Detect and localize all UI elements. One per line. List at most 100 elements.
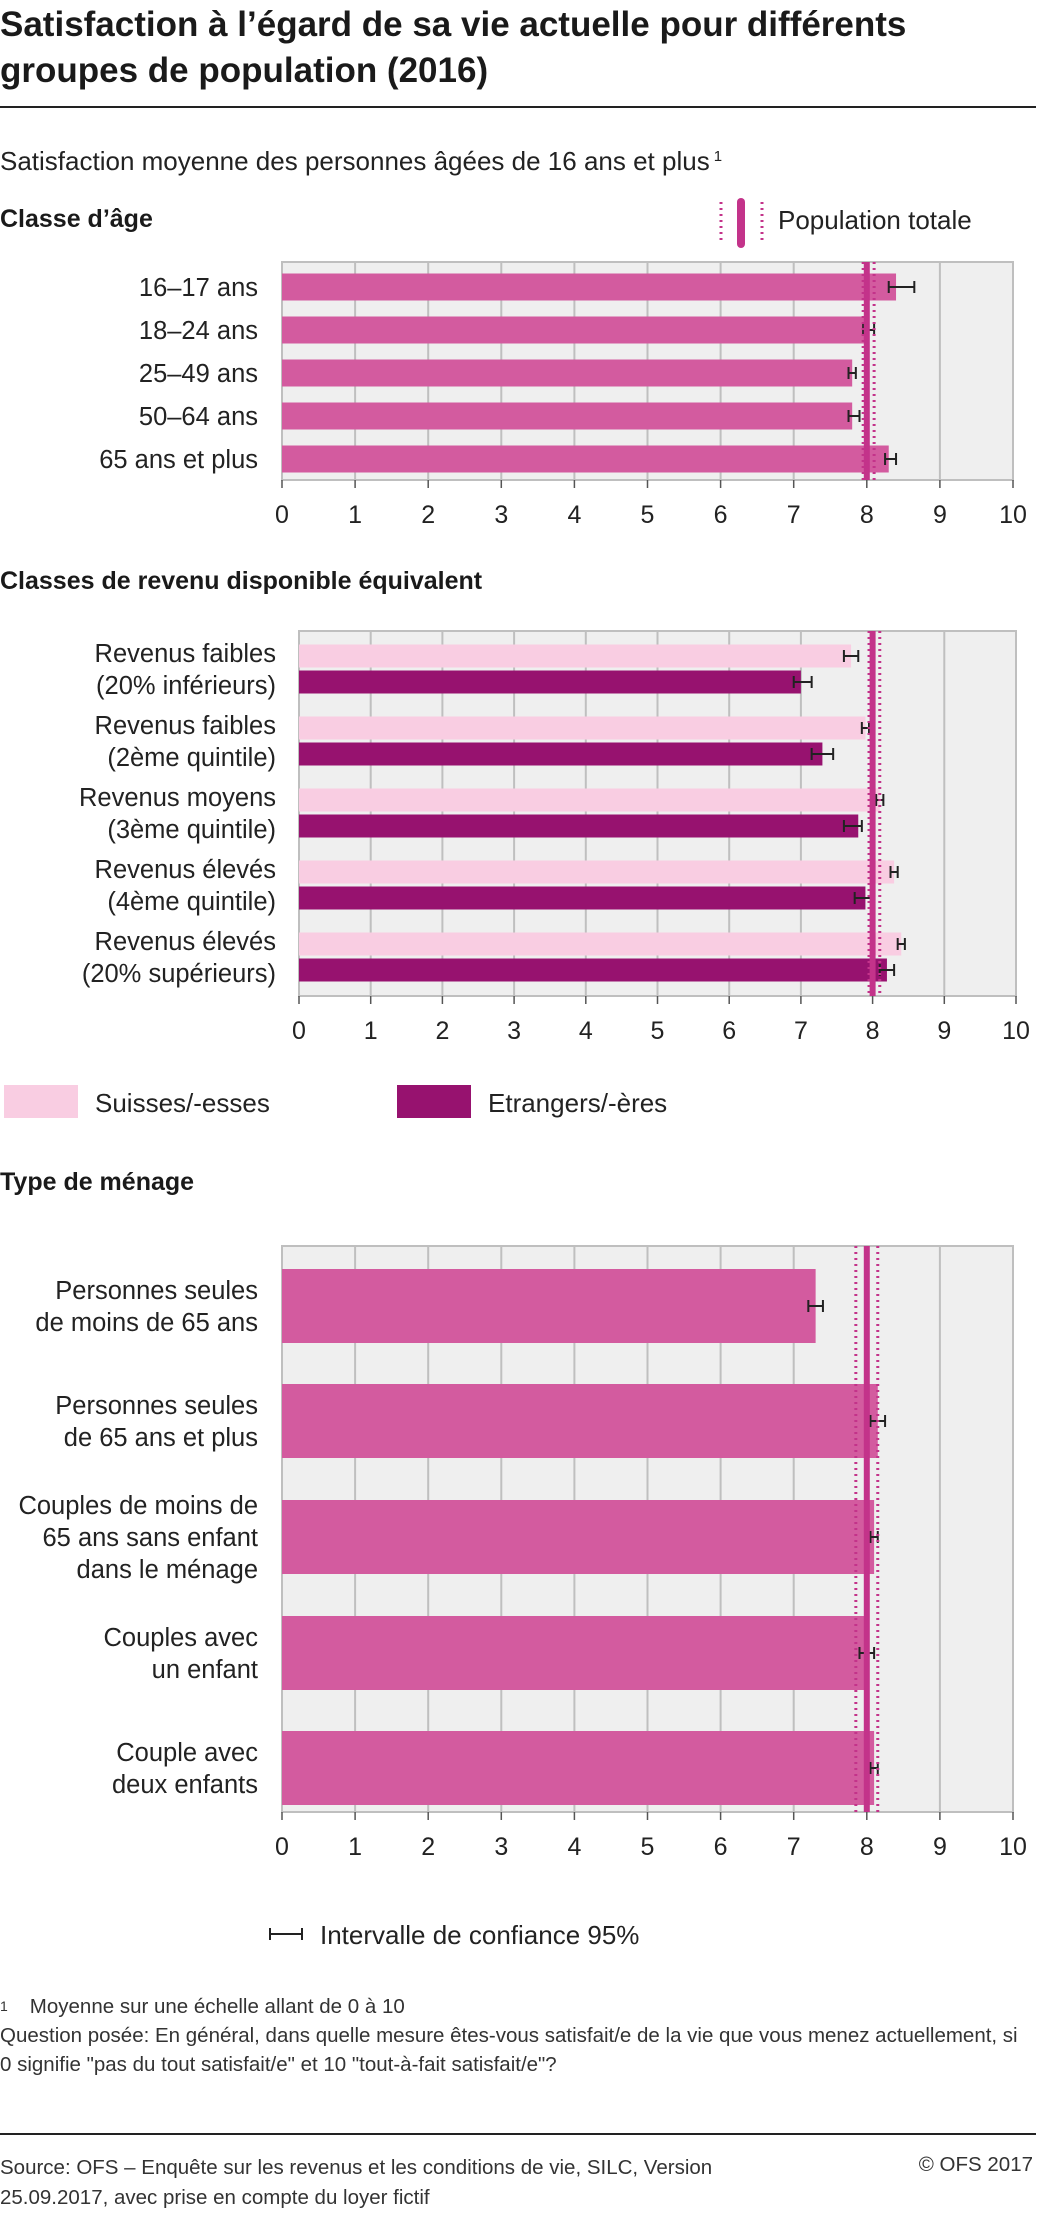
chart-3-category-label-line: de 65 ans et plus [64,1424,258,1452]
chart-1-bar [282,402,853,430]
chart-2-tick-label: 0 [292,1017,306,1045]
chart-3-category-label: Couples avec un enfant [103,1624,258,1684]
chart-3-bar [282,1269,816,1343]
chart-3-bar [282,1500,875,1574]
chart-2-tick-label: 1 [364,1017,378,1045]
chart-1-category-label-line: 18–24 ans [139,317,258,345]
source-note: Source: OFS – Enquête sur les revenus et… [0,2156,713,2209]
chart-3-bar [282,1384,878,1458]
chart-2-bar [299,716,866,740]
chart-2-bar [299,886,866,910]
chart-2-category-label-line: (20% supérieurs) [82,960,276,988]
chart-subtitle: Satisfaction moyenne des personnes âgées… [0,146,722,177]
chart-2-error-bar [896,938,906,950]
chart-3-category-label-line: Couples avec [103,1624,258,1652]
chart-2-bar [299,958,887,982]
legend-suisses-label: Suisses/-esses [95,1088,270,1118]
chart-1-tick-label: 6 [714,501,728,529]
chart-1-category-label-line: 65 ans et plus [99,446,258,474]
chart-2-tick-label: 4 [579,1017,593,1045]
chart-1-tick-label: 9 [933,501,947,529]
section-title-household: Type de ménage [0,1168,195,1196]
legend-population-totale-label: Population totale [778,205,972,235]
chart-3-tick-label: 2 [421,1833,435,1861]
chart-1-category-label: 50–64 ans [139,403,258,431]
chart-2-bar [299,788,880,812]
chart-3-tick-label: 4 [567,1833,581,1861]
section-title-age: Classe d’âge [0,205,153,233]
legend-etrangers-label: Etrangers/-ères [488,1088,668,1118]
chart-3-category-label-line: Personnes seules [55,1392,258,1420]
chart-2-bar [299,860,895,884]
footnotes: 1 Moyenne sur une échelle allant de 0 à 1… [0,1992,1030,2079]
chart-2-tick-label: 8 [866,1017,880,1045]
chart-2-category-label-line: Revenus faibles [95,712,276,740]
chart-2-category-label-line: Revenus élevés [95,856,276,884]
chart-1-bar [282,445,889,473]
chart-2-category-label-line: (4ème quintile) [107,888,276,916]
chart-3-category-label: Personnes seules de 65 ans et plus [55,1392,258,1452]
chart-2-bar [299,670,801,694]
chart-2-category-label-line: Revenus moyens [79,784,276,812]
chart-1-tick-label: 7 [787,501,801,529]
chart-1-category-label: 65 ans et plus [99,446,258,474]
chart-3-bar [282,1731,875,1805]
footnote-mark: 1 [0,1998,8,2014]
copyright: © OFS 2017 [918,2153,1033,2176]
chart-3-tick-label: 6 [714,1833,728,1861]
chart-3-tick-label: 1 [348,1833,362,1861]
chart-2-error-bar [842,650,860,662]
chart-3-tick-label: 9 [933,1833,947,1861]
chart-1-category-label: 25–49 ans [139,360,258,388]
chart-1-tick-label: 0 [275,501,289,529]
chart-2-tick-label: 10 [1002,1017,1030,1045]
legend-ci-label: Intervalle de confiance 95% [320,1920,640,1950]
legend-suisses-swatch [4,1085,78,1118]
chart-2-category-label: Revenus élevés (20% supérieurs) [82,928,276,988]
chart-2-category-label-line: Revenus élevés [95,928,276,956]
chart-3-tick-label: 10 [999,1833,1027,1861]
chart-2-tick-label: 2 [435,1017,449,1045]
chart-3-category-label: Couple avec deux enfants [112,1739,258,1799]
chart-2-category-label-line: Revenus faibles [95,640,276,668]
chart-2-category-label-line: (3ème quintile) [107,816,276,844]
chart-2-category-label: Revenus élevés (4ème quintile) [95,856,276,916]
chart-3-category-label: Personnes seules de moins de 65 ans [35,1277,258,1337]
chart-2-bar [299,742,823,766]
chart-3-tick-label: 0 [275,1833,289,1861]
section-title-income: Classes de revenu disponible équivalent [0,567,483,595]
chart-title: Satisfaction à l’égard de sa vie actuell… [0,5,907,90]
chart-2-bar [299,932,902,956]
chart-1-tick-label: 10 [999,501,1027,529]
footnote-question: Question posée: En général, dans quelle … [0,2024,1018,2076]
chart-1-error-bar [887,281,916,293]
chart-2-bar [299,814,859,838]
chart-2-error-bar [792,676,813,688]
chart-2-error-bar [889,866,899,878]
chart-2-tick-label: 6 [722,1017,736,1045]
chart-2-category-label-line: (2ème quintile) [107,744,276,772]
chart-3-category-label-line: un enfant [152,1656,258,1684]
chart-1-tick-label: 2 [421,501,435,529]
chart-3-tick-label: 7 [787,1833,801,1861]
footer-divider [0,2133,1036,2135]
chart-1-tick-label: 1 [348,501,362,529]
chart-3-category-label-line: dans le ménage [77,1556,258,1584]
chart-2-bar [299,644,852,668]
chart-1-tick-label: 4 [567,501,581,529]
subtitle-footnote-mark: 1 [713,148,723,165]
footnote-1: 1 Moyenne sur une échelle allant de 0 à 1… [0,1992,1030,2021]
chart-3-category-label-line: Couples de moins de [18,1492,258,1520]
chart-3-category-label-line: Personnes seules [55,1277,258,1305]
chart-3-category-label-line: Couple avec [116,1739,258,1767]
chart-2-tick-label: 5 [651,1017,665,1045]
chart-2-error-bar [842,820,863,832]
chart-1-tick-label: 3 [494,501,508,529]
chart-3-error-bar [807,1300,824,1312]
chart-1-category-label: 16–17 ans [139,274,258,302]
chart-2-category-label: Revenus faibles (2ème quintile) [95,712,276,772]
chart-1-tick-label: 8 [860,501,874,529]
chart-2-tick-label: 3 [507,1017,521,1045]
chart-2-category-label-line: (20% inférieurs) [96,672,276,700]
legend-ci-swatch [269,1928,303,1940]
